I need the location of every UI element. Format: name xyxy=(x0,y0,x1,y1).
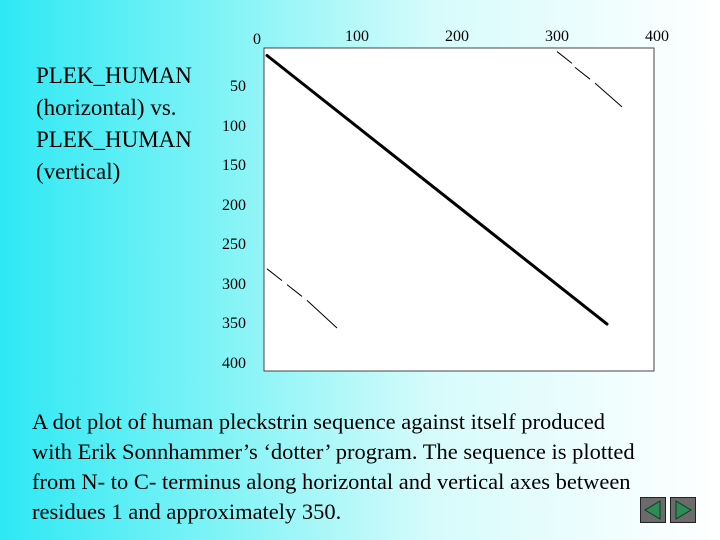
y-tick-label: 400 xyxy=(222,354,246,372)
off-diagonal-segment xyxy=(594,82,623,108)
y-tick-label: 300 xyxy=(222,275,246,293)
y-tick-label: 200 xyxy=(222,196,246,214)
caption-line: A dot plot of human pleckstrin sequence … xyxy=(32,409,605,434)
x-tick-label: 300 xyxy=(545,28,569,45)
off-diagonal-segment xyxy=(574,66,591,80)
x-tick-label: 100 xyxy=(345,28,369,45)
off-diagonal-segment xyxy=(266,268,283,282)
caption-line: with Erik Sonnhammer’s ‘dotter’ program.… xyxy=(32,439,635,464)
main-diagonal-line xyxy=(265,54,609,326)
y-tick-label: 350 xyxy=(222,315,246,333)
y-tick-label: 50 xyxy=(230,78,246,96)
triangle-left-icon xyxy=(644,500,661,520)
caption-line: residues 1 and approximately 350. xyxy=(32,499,342,524)
title-line: PLEK_HUMAN xyxy=(36,127,192,152)
off-diagonal-segment xyxy=(286,284,303,297)
x-tick-label: 0 xyxy=(253,31,261,48)
previous-slide-button[interactable] xyxy=(640,497,666,523)
x-tick-label: 400 xyxy=(645,28,669,45)
off-diagonal-segment xyxy=(556,51,573,64)
next-slide-button[interactable] xyxy=(670,497,696,523)
y-tick-label: 150 xyxy=(222,157,246,175)
y-tick-label: 100 xyxy=(222,117,246,135)
triangle-right-icon xyxy=(675,500,692,520)
title-line: PLEK_HUMAN xyxy=(36,63,192,88)
x-tick-label: 200 xyxy=(445,28,469,45)
off-diagonal-segment xyxy=(306,300,338,329)
y-tick-label: 250 xyxy=(222,236,246,254)
plot-title: PLEK_HUMAN (horizontal) vs. PLEK_HUMAN (… xyxy=(36,60,226,188)
caption: A dot plot of human pleckstrin sequence … xyxy=(32,407,692,527)
title-line: (horizontal) vs. xyxy=(36,95,177,120)
plot-frame xyxy=(263,47,655,372)
caption-line: from N- to C- terminus along horizontal … xyxy=(32,469,631,494)
title-line: (vertical) xyxy=(36,159,121,184)
